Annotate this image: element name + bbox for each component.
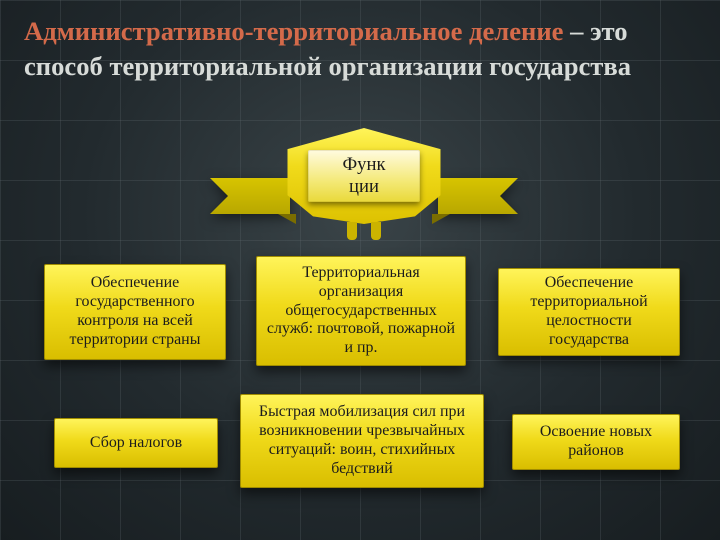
- ribbon-fold-icon: [278, 214, 296, 224]
- function-box: Освоение новых районов: [512, 414, 680, 470]
- ribbon-fold-icon: [432, 214, 450, 224]
- title-highlight: Административно-территориальное деление: [24, 16, 563, 46]
- functions-banner: Функ ции: [214, 128, 514, 238]
- banner-label: Функ ции: [308, 150, 420, 202]
- function-box: Территориальная организация общегосударс…: [256, 256, 466, 366]
- function-box: Обеспечение государственного контроля на…: [44, 264, 226, 360]
- function-box: Обеспечение территориальной целостности …: [498, 268, 680, 356]
- slide-title: Административно-территориальное деление …: [0, 0, 720, 83]
- function-box: Быстрая мобилизация сил при возникновени…: [240, 394, 484, 488]
- function-box: Сбор налогов: [54, 418, 218, 468]
- stem-icon: [339, 222, 389, 240]
